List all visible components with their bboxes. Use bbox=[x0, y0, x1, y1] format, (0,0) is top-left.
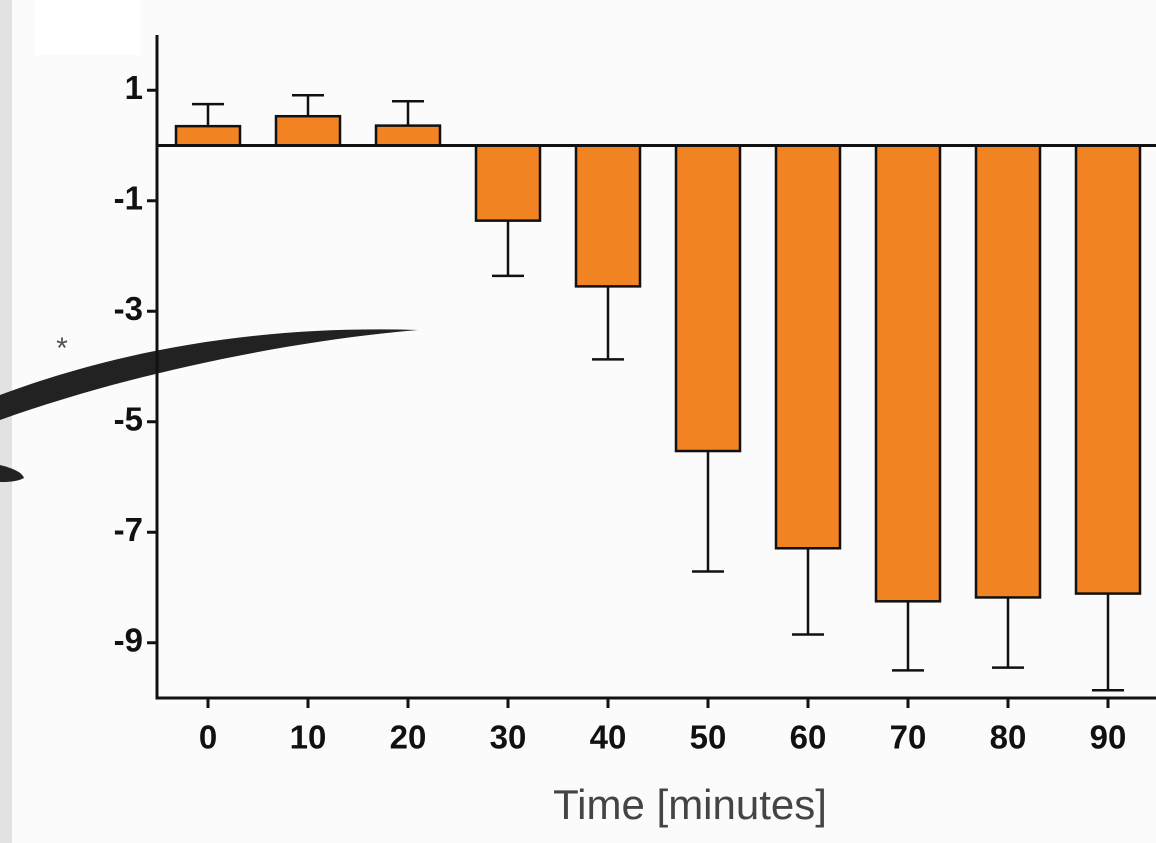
bar bbox=[874, 144, 942, 603]
x-tick-label: 50 bbox=[690, 719, 727, 756]
left-edge bbox=[0, 0, 12, 843]
bar bbox=[974, 144, 1042, 599]
x-axis-title: Time [minutes] bbox=[553, 781, 827, 828]
y-tick-label: -3 bbox=[114, 290, 143, 327]
bar bbox=[574, 144, 642, 288]
bar bbox=[474, 144, 542, 222]
x-tick-label: 20 bbox=[390, 719, 427, 756]
bar bbox=[274, 114, 342, 147]
y-tick-label: -1 bbox=[114, 179, 143, 216]
x-tick-label: 90 bbox=[1090, 719, 1127, 756]
x-tick-label: 30 bbox=[490, 719, 527, 756]
bar bbox=[774, 144, 842, 550]
bar bbox=[674, 144, 742, 453]
bar bbox=[1074, 144, 1142, 595]
x-tick-label: 0 bbox=[199, 719, 217, 756]
y-tick-label: 1 bbox=[125, 69, 143, 106]
bar bbox=[174, 124, 242, 147]
y-tick-label: -7 bbox=[114, 511, 143, 548]
y-tick-label: -5 bbox=[114, 400, 143, 437]
pen-stroke bbox=[0, 329, 418, 420]
x-tick-label: 80 bbox=[990, 719, 1027, 756]
x-tick-label: 60 bbox=[790, 719, 827, 756]
x-tick-label: 40 bbox=[590, 719, 627, 756]
x-tick-label: 70 bbox=[890, 719, 927, 756]
pen-stroke bbox=[0, 465, 24, 482]
bar bbox=[374, 124, 442, 147]
white-patch bbox=[35, 0, 140, 55]
x-tick-label: 10 bbox=[290, 719, 327, 756]
annotation: * bbox=[56, 332, 68, 365]
y-tick-label: -9 bbox=[114, 621, 143, 658]
